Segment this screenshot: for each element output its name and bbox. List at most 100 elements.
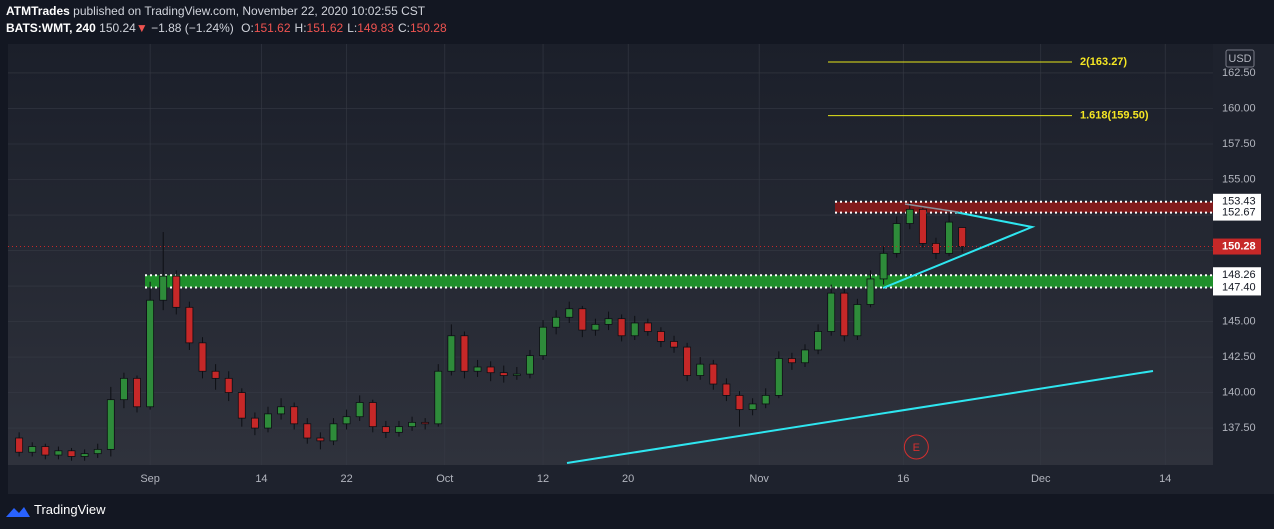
candle-body xyxy=(329,423,338,442)
author: ATMTrades xyxy=(6,4,70,18)
published: published on TradingView.com, November 2… xyxy=(73,4,426,18)
last-price-label: 150.28 xyxy=(1222,240,1256,252)
brand: TradingView xyxy=(34,502,106,517)
change-arrow: ▼ xyxy=(135,21,148,35)
trend-line xyxy=(904,203,959,213)
candle-body xyxy=(499,372,508,376)
event-label: E xyxy=(913,442,920,454)
y-tick-label: 157.50 xyxy=(1222,138,1256,150)
candle-body xyxy=(840,292,849,337)
trend-lines xyxy=(882,211,1036,289)
publish-line: ATMTrades published on TradingView.com, … xyxy=(6,3,447,20)
trend-line xyxy=(566,370,1154,464)
symbol-line: BATS:WMT, 240 150.24▼ −1.88 (−1.24%) O: 1… xyxy=(6,20,447,37)
legend-value: 150.28 xyxy=(409,21,447,35)
candle-body xyxy=(814,331,823,351)
x-tick-label: 20 xyxy=(622,473,634,485)
candle-body xyxy=(342,416,351,425)
event-marker xyxy=(903,434,929,460)
candle-body xyxy=(866,278,875,305)
plot-background xyxy=(8,44,1213,465)
candle-body xyxy=(316,437,325,442)
candle-body xyxy=(120,377,128,401)
candle-body xyxy=(643,322,652,332)
candle-body xyxy=(722,383,731,396)
candle-body xyxy=(683,346,692,376)
candle-body xyxy=(709,363,718,385)
candle-body xyxy=(774,358,783,396)
candle-body xyxy=(395,426,403,433)
candle-body xyxy=(657,331,665,342)
x-tick-label: 14 xyxy=(255,473,267,485)
candle-body xyxy=(368,402,377,428)
y-tick-label: 137.50 xyxy=(1222,422,1256,434)
price: 150.24 xyxy=(99,21,136,35)
symbol: BATS:WMT, 240 xyxy=(6,21,96,35)
legend-key: C: xyxy=(397,21,410,35)
candle-body xyxy=(211,370,220,379)
candle-body xyxy=(945,221,953,254)
candle-body xyxy=(67,450,76,457)
price-badge-label: 152.67 xyxy=(1222,207,1256,219)
candle-body xyxy=(473,366,482,372)
footer: TradingView xyxy=(34,502,106,517)
candle-body xyxy=(670,341,678,348)
x-tick-label: Oct xyxy=(436,473,453,485)
candle-body xyxy=(696,363,705,376)
candle-body xyxy=(133,377,141,408)
fib-label: 2(163.27) xyxy=(1080,56,1127,68)
y-tick-label: 162.50 xyxy=(1222,67,1256,79)
candle-body xyxy=(447,335,456,372)
x-tick-label: 12 xyxy=(537,473,549,485)
candle-body xyxy=(918,208,927,244)
candle-body xyxy=(578,308,587,331)
x-tick-label: Sep xyxy=(140,473,160,485)
time-axis-background xyxy=(8,465,1213,494)
candle-body xyxy=(264,413,272,429)
candle-body xyxy=(381,426,390,433)
candle-body xyxy=(932,243,940,254)
candle-body xyxy=(617,318,626,337)
x-tick-label: 14 xyxy=(1159,473,1171,485)
candle-body xyxy=(879,252,888,280)
candle-body xyxy=(421,421,430,425)
candle-body xyxy=(892,223,901,254)
candle-body xyxy=(801,349,809,364)
x-tick-label: 22 xyxy=(340,473,352,485)
candle-body xyxy=(198,342,207,372)
candle-body xyxy=(630,322,639,337)
price-badge xyxy=(1213,279,1261,296)
legend-key: H: xyxy=(294,21,307,35)
candle-body xyxy=(460,335,469,372)
legend-value: 149.83 xyxy=(357,21,394,35)
change: −1.88 (−1.24%) xyxy=(151,21,234,35)
candle-body xyxy=(93,448,102,455)
price-badge xyxy=(1213,204,1261,221)
candle-body xyxy=(591,323,600,331)
candle-body xyxy=(159,275,168,301)
plot-layer: 2(163.27) 1.618(159.50) E xyxy=(8,44,1213,465)
candle-body xyxy=(41,446,50,456)
candle-body xyxy=(290,406,299,425)
brand-logo xyxy=(6,507,30,517)
candle-body xyxy=(565,308,574,318)
currency: USD xyxy=(1228,53,1251,65)
candle-body xyxy=(54,450,63,456)
legend-value: 151.62 xyxy=(306,21,344,35)
candle-body xyxy=(355,402,364,418)
candle-body xyxy=(15,437,24,453)
candle-body xyxy=(552,316,561,328)
x-tick-label: 16 xyxy=(897,473,909,485)
candle-body xyxy=(80,453,89,457)
candle-body xyxy=(958,227,967,247)
y-tick-label: 160.00 xyxy=(1222,102,1256,114)
y-tick-label: 155.00 xyxy=(1222,173,1256,185)
candle-body xyxy=(735,395,744,411)
zone xyxy=(835,201,1213,213)
legend-key: O: xyxy=(241,21,254,35)
candle-body xyxy=(905,208,914,224)
candle-body xyxy=(303,423,312,439)
candle-body xyxy=(224,377,233,393)
candle-body xyxy=(408,421,416,428)
